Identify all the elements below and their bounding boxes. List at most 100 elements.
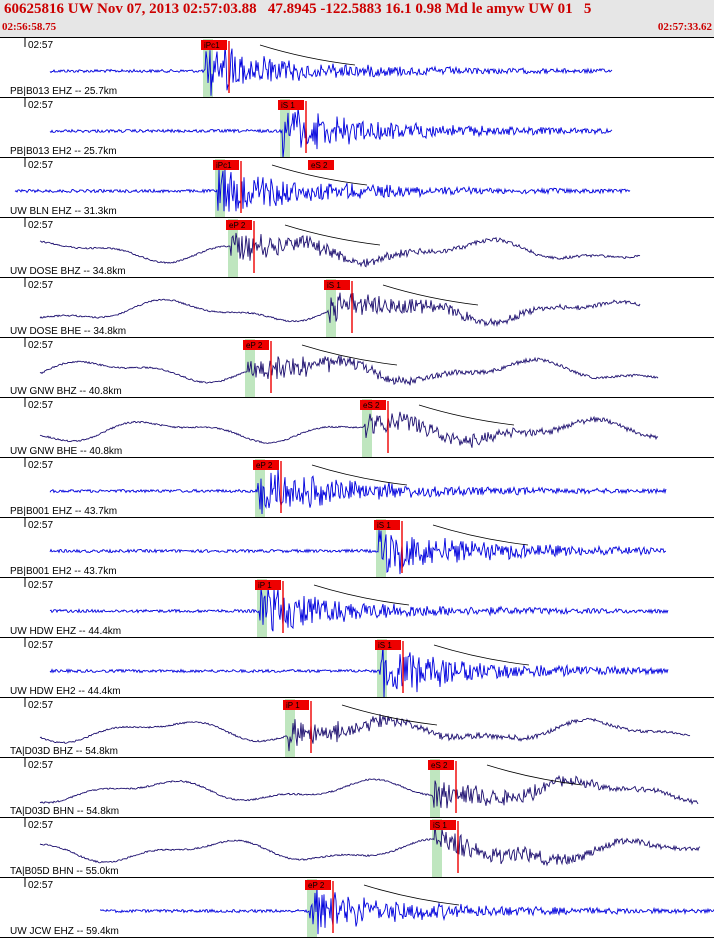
arrival-curve: [311, 464, 408, 486]
pick-label-box: [255, 580, 281, 590]
trace-row-14: iS 1 02:57 TA|B05D BHN -- 55.0km: [0, 817, 714, 877]
time-tick-label: 02:57: [28, 880, 53, 891]
pick-label-box: [360, 400, 386, 410]
time-tick-label: 02:57: [28, 100, 53, 111]
trace-row-1: iPc1 02:57 PB|B013 EHZ -- 25.7km: [0, 37, 714, 97]
station-label: UW GNW BHZ -- 40.8km: [10, 386, 122, 397]
station-label: PB|B001 EHZ -- 43.7km: [10, 506, 117, 517]
trace-row-4: eP 2 02:57 UW DOSE BHZ -- 34.8km: [0, 217, 714, 277]
waveform-trace: [100, 886, 714, 935]
time-tick-label: 02:57: [28, 340, 53, 351]
waveform-trace: [39, 713, 691, 752]
pick-label-box: [428, 760, 454, 770]
time-tick-label: 02:57: [28, 40, 53, 51]
arrival-curve: [418, 404, 515, 426]
time-tick-label: 02:57: [28, 280, 53, 291]
pick-window: [432, 819, 442, 877]
waveform-trace: [39, 232, 641, 268]
pick-label-box: [308, 160, 334, 170]
waveform-trace: [39, 411, 659, 448]
arrival-curve: [363, 884, 460, 906]
trace-row-7: eS 2 02:57 UW GNW BHE -- 40.8km: [0, 397, 714, 457]
arrival-curve: [313, 584, 410, 606]
time-tick-label: 02:57: [28, 460, 53, 471]
time-tick-label: 02:57: [28, 640, 53, 651]
pick-window: [285, 699, 295, 757]
trace-row-5: iS 1 02:57 UW DOSE BHE -- 34.8km: [0, 277, 714, 337]
pick-label-box: [324, 280, 350, 290]
pick-window: [228, 219, 238, 277]
pick-label: eP 2: [256, 461, 273, 470]
window-end-time: 02:57:33.62: [657, 21, 712, 33]
waveform-trace: [49, 107, 613, 159]
pick-label-box: [283, 700, 309, 710]
arrival-curve: [271, 164, 368, 186]
waveform-trace: [49, 586, 669, 632]
event-header: 60625816 UW Nov 07, 2013 02:57:03.88 47.…: [0, 0, 714, 37]
time-tick-label: 02:57: [28, 220, 53, 231]
station-label: UW GNW BHE -- 40.8km: [10, 446, 122, 457]
arrival-curve: [341, 704, 438, 726]
station-label: UW JCW EHZ -- 59.4km: [10, 926, 119, 937]
pick-window: [376, 519, 386, 577]
event-title: 60625816 UW Nov 07, 2013 02:57:03.88 47.…: [4, 1, 592, 17]
window-start-time: 02:56:58.75: [2, 21, 57, 33]
pick-label: eP 2: [308, 881, 325, 890]
pick-label: iPc1: [216, 161, 232, 170]
pick-label: eS 2: [431, 761, 448, 770]
arrival-curve: [486, 764, 583, 786]
pick-label: iS 1: [377, 521, 391, 530]
station-label: UW HDW EH2 -- 44.4km: [10, 686, 121, 697]
station-label: UW DOSE BHZ -- 34.8km: [10, 266, 126, 277]
pick-label: iS 1: [281, 101, 295, 110]
pick-label: iP 1: [258, 581, 272, 590]
time-tick-label: 02:57: [28, 820, 53, 831]
pick-window: [362, 399, 372, 457]
pick-label: iS 1: [378, 641, 392, 650]
pick-label: eS 2: [363, 401, 380, 410]
station-label: UW DOSE BHE -- 34.8km: [10, 326, 126, 337]
station-label: PB|B001 EH2 -- 43.7km: [10, 566, 117, 577]
arrival-curve: [432, 524, 529, 546]
trace-row-12: iP 1 02:57 TA|D03D BHZ -- 54.8km: [0, 697, 714, 757]
time-tick-label: 02:57: [28, 700, 53, 711]
pick-label: eS 2: [311, 161, 328, 170]
arrival-curve: [382, 284, 479, 306]
time-tick-label: 02:57: [28, 400, 53, 411]
pick-label: iS 1: [327, 281, 341, 290]
waveform-trace: [39, 774, 699, 809]
pick-window: [203, 39, 213, 97]
seismogram-plot: iPc1 02:57 PB|B013 EHZ -- 25.7km iS 1 02:57 P…: [0, 37, 714, 938]
pick-label-box: [253, 460, 279, 470]
pick-label-box: [243, 340, 269, 350]
pick-label: iP 1: [286, 701, 300, 710]
trace-row-6: eP 2 02:57 UW GNW BHZ -- 40.8km: [0, 337, 714, 397]
pick-label-box: [374, 520, 400, 530]
pick-window: [377, 639, 387, 697]
waveform-trace: [39, 355, 659, 386]
pick-label: eP 2: [246, 341, 263, 350]
trace-row-9: iS 1 02:57 PB|B001 EH2 -- 43.7km: [0, 517, 714, 577]
trace-row-2: iS 1 02:57 PB|B013 EH2 -- 25.7km: [0, 97, 714, 159]
station-label: PB|B013 EH2 -- 25.7km: [10, 146, 117, 157]
pick-label-box: [226, 220, 252, 230]
pick-label-box: [375, 640, 401, 650]
waveform-trace: [39, 292, 641, 328]
waveform-trace: [49, 644, 669, 699]
time-tick-label: 02:57: [28, 760, 53, 771]
waveform-trace: [49, 529, 667, 575]
station-label: TA|B05D BHN -- 55.0km: [10, 866, 119, 877]
pick-label: iS 1: [433, 821, 447, 830]
time-tick-label: 02:57: [28, 580, 53, 591]
trace-row-10: iP 1 02:57 UW HDW EHZ -- 44.4km: [0, 577, 714, 637]
pick-label-box: [430, 820, 456, 830]
arrival-curve: [433, 644, 530, 666]
trace-row-8: eP 2 02:57 PB|B001 EHZ -- 43.7km: [0, 457, 714, 517]
pick-label-box: [201, 40, 227, 50]
waveform-trace: [49, 44, 613, 96]
trace-row-15: eP 2 02:57 UW JCW EHZ -- 59.4km: [0, 877, 714, 937]
time-tick-label: 02:57: [28, 160, 53, 171]
arrival-curve: [301, 344, 398, 366]
arrival-curve: [284, 224, 381, 246]
